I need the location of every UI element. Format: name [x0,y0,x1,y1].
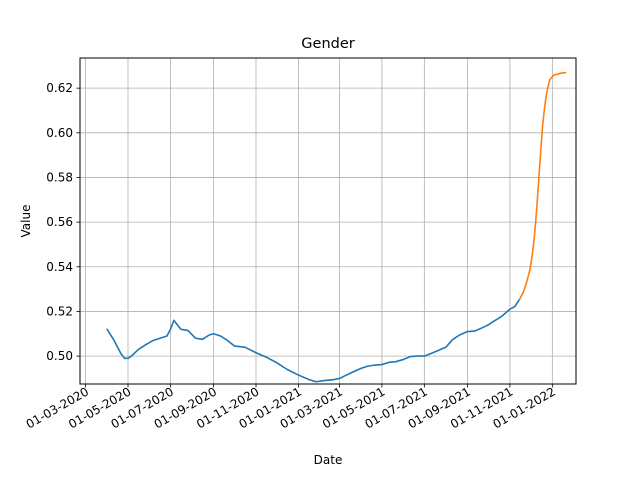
y-axis-title: Value [19,205,33,238]
y-tick-label: 0.62 [46,81,73,95]
y-tick-label: 0.58 [46,170,73,184]
series-line-1 [106,298,521,383]
x-axis-title: Date [314,453,343,467]
chart-title: Gender [301,36,354,52]
y-tick-label: 0.60 [46,126,73,140]
series-line-2 [518,71,567,300]
y-tick-label: 0.52 [46,304,73,318]
plot-area-frame [79,57,577,385]
y-tick-label: 0.50 [46,349,73,363]
y-tick-label: 0.54 [46,260,73,274]
series-group [106,71,567,383]
y-tick-label: 0.56 [46,215,73,229]
grid [80,58,576,384]
